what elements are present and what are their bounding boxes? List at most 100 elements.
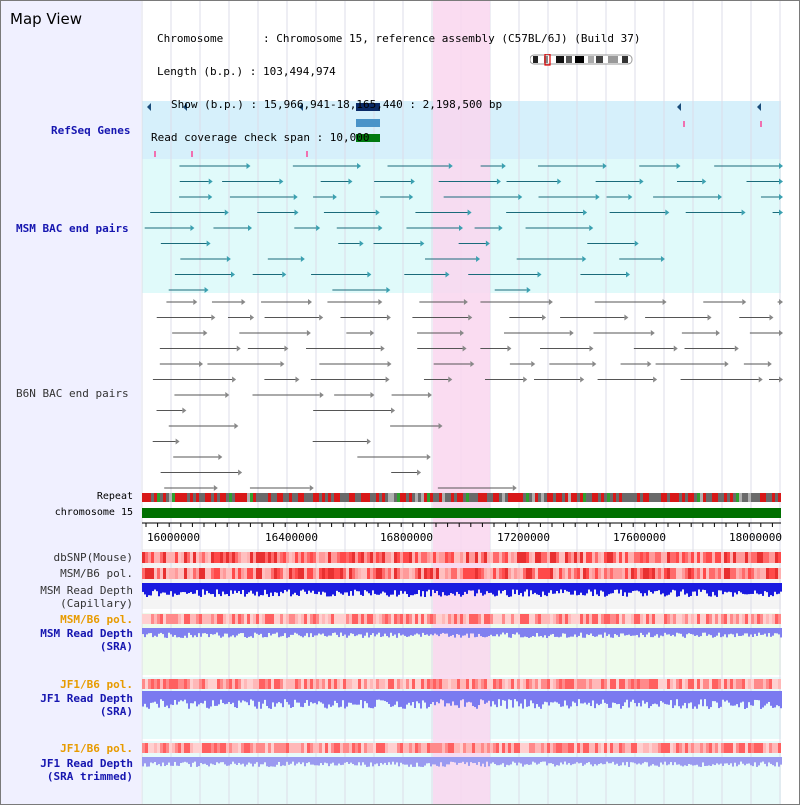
read-depth-bar xyxy=(632,691,634,700)
heat-strip-cell xyxy=(349,568,352,579)
read-depth-bar xyxy=(728,628,730,635)
read-depth-bar xyxy=(290,583,292,597)
heat-strip-cell xyxy=(346,614,349,624)
repeat-segment xyxy=(313,493,316,502)
read-depth-bar xyxy=(434,757,436,765)
read-depth-bar xyxy=(682,628,684,637)
label-b6n-bac-end-pairs[interactable]: B6N BAC end pairs xyxy=(16,387,129,400)
heat-strip-cell xyxy=(577,552,580,563)
read-depth-bar xyxy=(254,583,256,596)
read-depth-bar xyxy=(450,757,452,762)
read-depth-bar xyxy=(616,757,618,764)
read-depth-bar xyxy=(408,757,410,767)
read-depth-bar xyxy=(358,583,360,592)
heat-strip-cell xyxy=(583,679,586,689)
read-depth-bar xyxy=(724,628,726,635)
read-depth-bar xyxy=(408,628,410,637)
heat-strip-cell xyxy=(436,679,439,689)
heat-strip-cell xyxy=(769,552,772,563)
heat-strip-cell xyxy=(520,614,523,624)
heat-strip-cell xyxy=(310,568,313,579)
read-depth-bar xyxy=(646,691,648,703)
heat-strip-cell xyxy=(157,743,160,753)
repeat-segment xyxy=(268,493,271,502)
heat-strip-cell xyxy=(361,552,364,563)
repeat-segment xyxy=(421,493,424,502)
read-depth-bar xyxy=(188,757,190,765)
read-depth-bar xyxy=(320,757,322,764)
heat-strip-cell xyxy=(175,679,178,689)
read-depth-bar xyxy=(288,583,290,590)
heat-strip-cell xyxy=(511,614,514,624)
heat-strip-cell xyxy=(685,568,688,579)
read-depth-bar xyxy=(528,757,530,765)
read-depth-bar xyxy=(622,757,624,763)
heat-strip-cell xyxy=(508,679,511,689)
heat-strip-cell xyxy=(376,614,379,624)
label-msm-bac-end-pairs[interactable]: MSM BAC end pairs xyxy=(16,222,129,235)
heat-strip-cell xyxy=(352,614,355,624)
read-depth-bar xyxy=(332,757,334,763)
label-refseq-genes[interactable]: RefSeq Genes xyxy=(51,124,131,137)
read-depth-bar xyxy=(686,628,688,635)
heat-strip-cell xyxy=(154,679,157,689)
read-depth-bar xyxy=(198,628,200,634)
heat-strip-cell xyxy=(637,568,640,579)
read-depth-bar xyxy=(148,691,150,709)
read-depth-bar xyxy=(380,757,382,763)
read-depth-bar xyxy=(650,628,652,638)
read-depth-bar xyxy=(778,583,780,594)
heat-strip-cell xyxy=(766,679,769,689)
heat-strip-cell xyxy=(718,743,721,753)
read-depth-bar xyxy=(352,628,354,634)
heat-strip-cell xyxy=(535,743,538,753)
read-depth-bar xyxy=(540,628,542,636)
repeat-segment xyxy=(598,493,601,502)
repeat-segment xyxy=(733,493,736,502)
read-depth-bar xyxy=(358,691,360,705)
read-depth-bar xyxy=(754,691,756,700)
heat-strip-cell xyxy=(247,568,250,579)
heat-strip-cell xyxy=(709,552,712,563)
read-depth-bar xyxy=(258,691,260,702)
heat-strip-cell xyxy=(670,679,673,689)
heat-strip-cell xyxy=(178,614,181,624)
heat-strip-cell xyxy=(301,614,304,624)
repeat-segment xyxy=(337,493,340,502)
read-depth-bar xyxy=(674,757,676,763)
repeat-segment xyxy=(349,493,352,502)
heat-strip-cell xyxy=(487,743,490,753)
heat-strip-cell xyxy=(283,743,286,753)
heat-strip-cell xyxy=(616,552,619,563)
heat-strip-cell xyxy=(730,679,733,689)
read-depth-bar xyxy=(170,691,172,705)
read-depth-bar xyxy=(610,757,612,764)
read-depth-bar xyxy=(450,583,452,594)
heat-strip-cell xyxy=(187,568,190,579)
read-depth-bar xyxy=(732,691,734,706)
read-depth-bar xyxy=(328,583,330,597)
read-depth-bar xyxy=(606,757,608,762)
read-depth-bar xyxy=(182,691,184,702)
read-depth-bar xyxy=(174,628,176,636)
read-depth-bar xyxy=(484,628,486,638)
bac-end-marker xyxy=(498,225,503,231)
read-depth-bar xyxy=(266,628,268,638)
bac-end-marker xyxy=(193,299,198,305)
heat-strip-cell xyxy=(295,552,298,563)
heat-strip-cell xyxy=(391,568,394,579)
read-depth-bar xyxy=(506,757,508,765)
read-depth-bar xyxy=(594,628,596,637)
chromosome-ideogram[interactable] xyxy=(530,54,634,66)
bac-end-marker xyxy=(445,271,450,278)
read-depth-bar xyxy=(146,628,148,635)
read-depth-bar xyxy=(166,583,168,595)
repeat-segment xyxy=(514,493,517,502)
heat-strip-cell xyxy=(751,614,754,624)
heat-strip-cell xyxy=(259,614,262,624)
read-depth-bar xyxy=(640,628,642,633)
heat-strip-cell xyxy=(316,743,319,753)
read-depth-bar xyxy=(546,691,548,703)
read-depth-bar xyxy=(398,583,400,595)
